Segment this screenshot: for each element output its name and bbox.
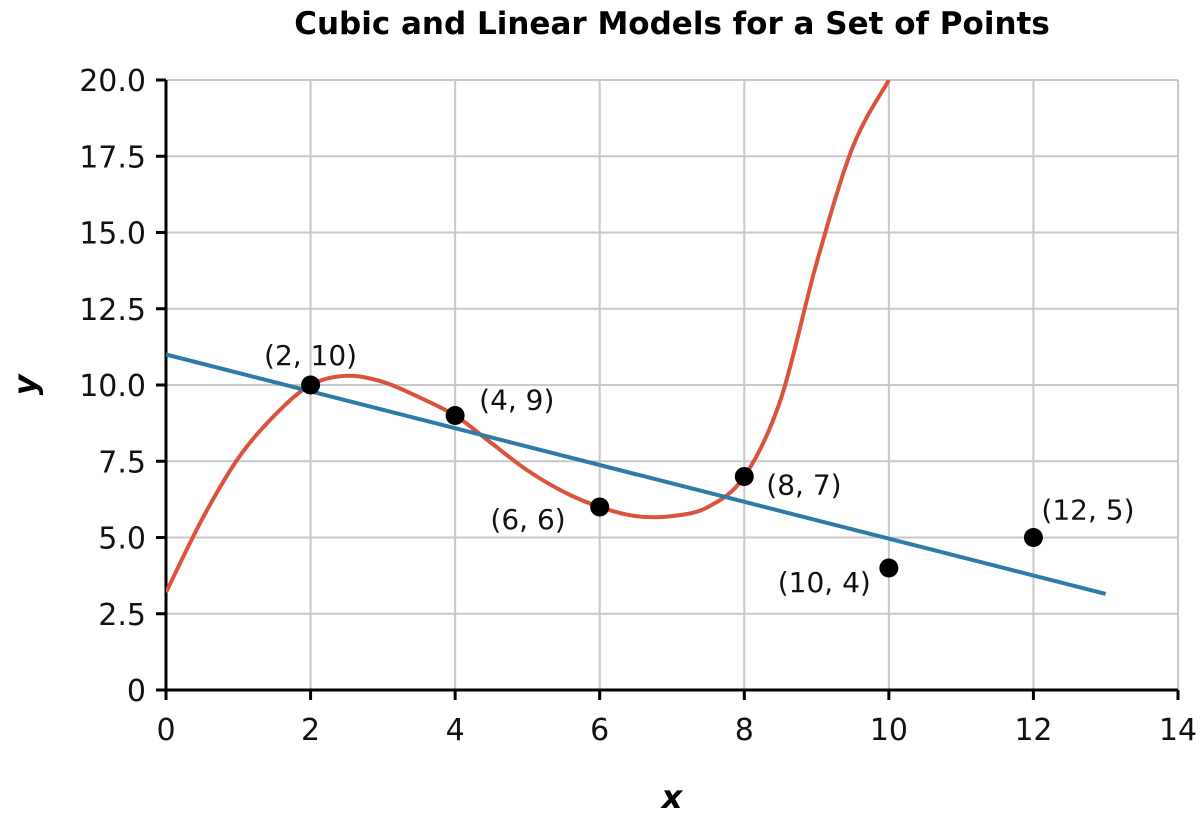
x-tick-label: 8 [735,713,754,748]
x-tick-label: 4 [446,713,465,748]
data-point [734,467,754,486]
y-tick-label: 20.0 [79,64,146,99]
data-point [879,558,899,578]
x-tick-label: 10 [870,713,908,748]
linear-model-line [165,352,1107,596]
chart-title: Cubic and Linear Models for a Set of Poi… [294,6,1050,42]
y-axis-label: y [6,373,44,395]
x-tick-label: 6 [590,713,609,748]
tick-labels: 0 2 4 6 8 10 12 14 0 2.5 5.0 7.5 10.0 12.5 15.0 17.5 20.… [79,64,1197,748]
data-point [1023,528,1043,547]
data-point-label: (6, 6) [490,503,565,536]
x-tick-label: 12 [1014,713,1052,748]
data-point-label: (2, 10) [264,339,357,372]
data-point-label: (4, 9) [479,384,554,417]
data-point-label: (12, 5) [1041,494,1134,527]
x-tick-label: 0 [156,713,175,748]
y-tick-label: 2.5 [98,598,146,633]
data-point [445,406,465,425]
y-tick-label: 15.0 [79,217,146,252]
y-tick-label: 7.5 [98,445,146,480]
data-point-label: (10, 4) [778,566,871,599]
y-tick-label: 12.5 [79,293,146,328]
x-tick-label: 14 [1159,713,1197,748]
y-tick-label: 17.5 [79,140,146,175]
data-points: (2, 10) (4, 9) (6, 6) (8, 7) (10, 4) (12, 5) [264,339,1134,599]
x-tick-label: 2 [301,713,320,748]
data-point [590,497,610,517]
data-point [301,375,321,395]
data-point-label: (8, 7) [766,469,841,502]
y-tick-label: 5.0 [98,522,146,557]
x-axis-label: x [660,778,684,816]
cubic-model-curve [166,80,891,594]
grid [166,79,1179,690]
y-tick-label: 0 [127,674,146,709]
y-tick-label: 10.0 [79,369,146,404]
